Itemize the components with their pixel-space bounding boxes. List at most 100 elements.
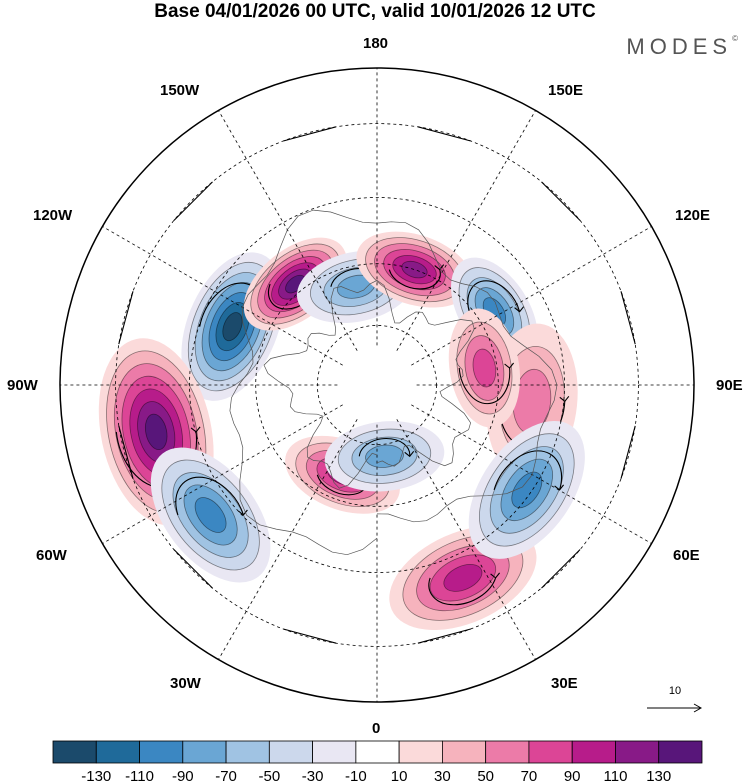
colorbar-box (658, 740, 703, 764)
streamline-arrowhead (490, 572, 501, 579)
flow-streamline (620, 291, 636, 345)
anomaly-contour (365, 444, 404, 468)
flow-streamline (173, 549, 213, 589)
colorbar-tick-label: -10 (345, 768, 367, 783)
vortex-streamline (458, 367, 511, 405)
reference-vector-head (693, 703, 703, 713)
streamline-arrowhead (404, 450, 415, 458)
colorbar-box (312, 740, 357, 764)
colorbar-box (225, 740, 270, 764)
flow-streamline (541, 181, 581, 221)
colorbar-box (398, 740, 443, 764)
vortex-streamline (388, 269, 441, 290)
longitude-line (218, 419, 358, 660)
lon-label-180: 180 (363, 35, 389, 52)
colorbar-ticks: -130 -110 -90 -70 -50 -30 -10 10 30 50 70 90 110 130 (81, 768, 671, 783)
reference-vector-label: 10 (669, 685, 681, 697)
lon-label-30w: 30W (170, 675, 201, 692)
colorbar-box (528, 740, 573, 764)
colorbar-tick-label: -90 (172, 768, 194, 783)
longitude-line (396, 110, 536, 351)
longitude-line (102, 226, 343, 366)
streamline-arrowhead (238, 509, 248, 516)
streamline-arrowhead (434, 264, 445, 271)
vortex-streamline (493, 450, 563, 491)
flow-streamline (417, 628, 471, 644)
brand-text: MODES (626, 34, 733, 59)
anomaly-contour (222, 312, 243, 342)
copyright-mark: © (732, 34, 738, 43)
latitude-circle (115, 123, 639, 647)
streamline-arrowhead (190, 426, 201, 433)
anomaly-low-55W (150, 447, 271, 583)
colorbar-tick-label: -30 (302, 768, 324, 783)
lon-label-60w: 60W (36, 547, 67, 564)
coastline (229, 209, 558, 556)
flow-streamline (283, 628, 337, 644)
colorbar-box (485, 740, 530, 764)
flow-streamline (118, 291, 134, 345)
colorbar-tick-label: -130 (81, 768, 111, 783)
colorbar-tick-label: -70 (215, 768, 237, 783)
streamline-arrowhead (554, 484, 565, 491)
reference-vector: 10 (647, 685, 703, 713)
anomaly-low-50E (468, 420, 585, 559)
lon-label-120e: 120E (675, 207, 711, 224)
colorbar-tick-label: -50 (258, 768, 280, 783)
vortex-streamline (428, 577, 497, 606)
wind-streamlines (118, 126, 636, 644)
map-border (59, 67, 695, 703)
longitude-line (102, 404, 343, 544)
lon-label-0: 0 (372, 720, 381, 737)
longitude-line (411, 404, 652, 544)
colorbar-box (571, 740, 616, 764)
lon-label-120w: 120W (33, 207, 73, 224)
colorbar-box (95, 740, 140, 764)
map-title: Base 04/01/2026 00 UTC, valid 10/01/2026… (154, 1, 596, 22)
colorbar-tick-label: 50 (477, 768, 494, 783)
latitude-circle (189, 197, 565, 573)
colorbar-box (139, 740, 184, 764)
colorbar-tick-label: -110 (125, 768, 154, 783)
coastlines (229, 209, 558, 556)
colorbar-tick-label: 90 (564, 768, 581, 783)
flow-streamline (417, 126, 471, 142)
longitude-line (411, 226, 652, 366)
colorbar-tick-label: 70 (521, 768, 538, 783)
lon-label-150e: 150E (548, 82, 584, 99)
anomaly-low-5E (324, 421, 445, 492)
streamline-arrowhead (504, 362, 515, 369)
flow-streamline (283, 126, 337, 142)
lon-label-90w: 90W (7, 377, 38, 394)
vortex-streamline (358, 438, 411, 457)
vortex-streamline (175, 476, 244, 516)
vortex-streamline (467, 280, 521, 312)
lon-label-60e: 60E (673, 547, 700, 564)
colorbar-boxes (52, 740, 703, 764)
colorbar-box (355, 740, 400, 764)
lon-label-30e: 30E (551, 675, 578, 692)
anomaly-contour (511, 471, 543, 509)
colorbar-box (441, 740, 487, 764)
colorbar-box (182, 740, 227, 764)
lon-label-90e: 90E (716, 377, 743, 394)
latitude-circle (255, 263, 499, 507)
anomaly-contour (144, 413, 168, 451)
longitude-line (396, 419, 536, 660)
streamline-arrowhead (514, 306, 525, 313)
flow-streamline (541, 549, 581, 589)
coastline (263, 279, 475, 489)
longitude-line (218, 110, 358, 351)
anomaly-contour (472, 348, 497, 388)
colorbar-box (52, 740, 97, 764)
flow-streamline (620, 425, 636, 479)
colorbar-tick-label: 10 (391, 768, 408, 783)
colorbar-tick-label: 130 (646, 768, 671, 783)
anomaly-high-100E (448, 308, 521, 428)
anomaly-contour (401, 260, 428, 279)
flow-streamline (173, 181, 213, 221)
brand-logo: MODES© (626, 34, 738, 60)
streamline-arrowhead (559, 395, 570, 403)
